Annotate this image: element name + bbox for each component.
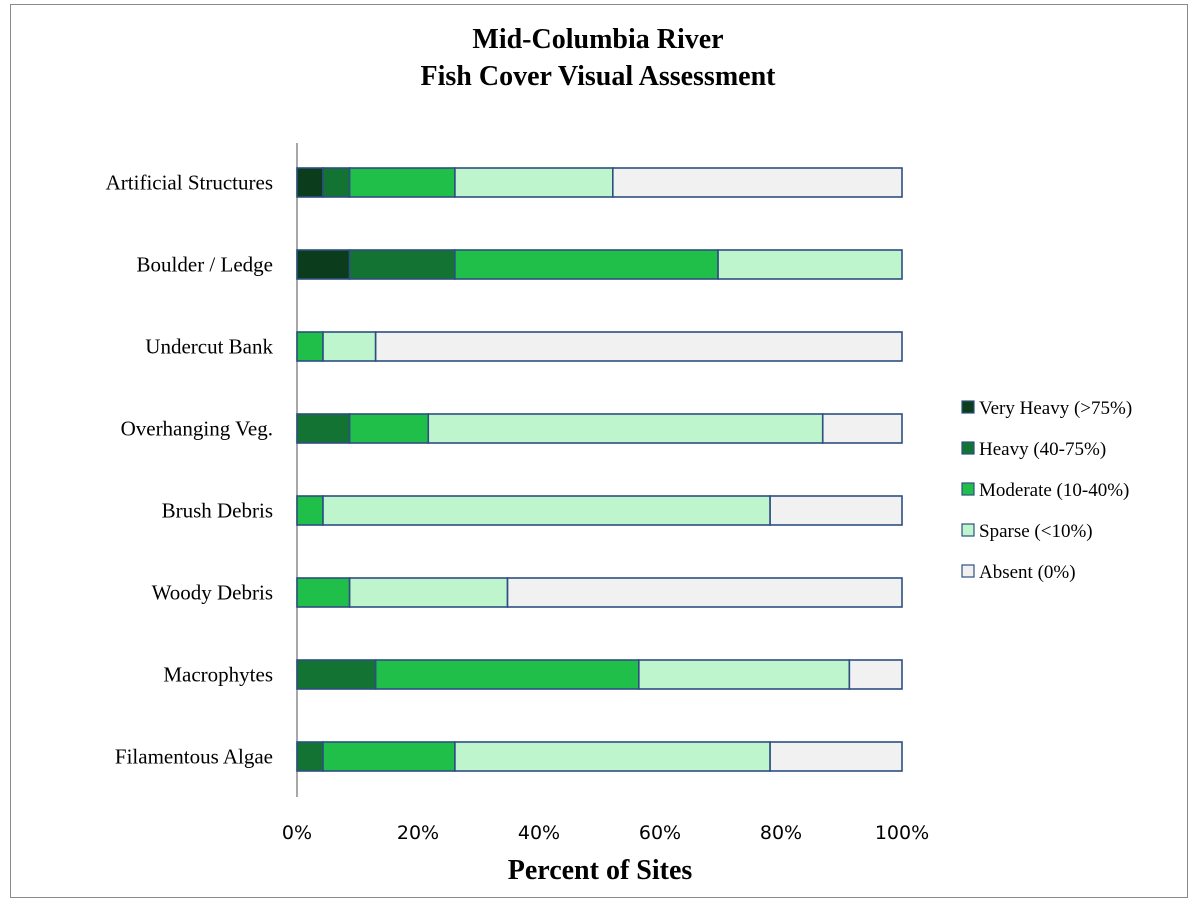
legend-swatch xyxy=(961,441,975,455)
bar-segment xyxy=(322,331,377,362)
bar-segment xyxy=(348,577,509,608)
bar-row xyxy=(296,659,903,690)
legend-item: Heavy (40-75%) xyxy=(961,439,1106,460)
category-label: Artificial Structures xyxy=(106,171,273,195)
legend-swatch xyxy=(961,523,975,537)
bar-segment xyxy=(296,495,324,526)
x-tick-labels: 0% 20% 40% 60% 80% 100% xyxy=(282,822,929,844)
bar-row xyxy=(296,741,903,772)
legend-item: Very Heavy (>75%) xyxy=(961,398,1132,419)
bar-row xyxy=(296,577,903,608)
category-labels: Artificial Structures Boulder / Ledge Unde… xyxy=(106,171,274,769)
category-label: Woody Debris xyxy=(152,581,273,605)
bar-row xyxy=(296,249,903,280)
legend-label: Sparse (<10%) xyxy=(979,521,1093,542)
bar-segment xyxy=(322,741,456,772)
x-tick-label: 0% xyxy=(282,822,312,844)
bar-segment xyxy=(612,167,903,198)
legend-swatch xyxy=(961,564,975,578)
bar-segment xyxy=(717,249,903,280)
legend-label: Heavy (40-75%) xyxy=(979,439,1106,460)
bar-segment xyxy=(454,167,614,198)
legend: Very Heavy (>75%) Heavy (40-75%) Moderate … xyxy=(961,398,1132,583)
bar-segment xyxy=(348,249,456,280)
legend-item: Moderate (10-40%) xyxy=(961,480,1129,501)
x-tick-label: 80% xyxy=(760,822,802,844)
category-label: Macrophytes xyxy=(163,663,273,687)
x-tick-label: 40% xyxy=(518,822,560,844)
x-axis-title: Percent of Sites xyxy=(508,855,693,886)
legend-swatch xyxy=(961,400,975,414)
bar-segment xyxy=(638,659,851,690)
bar-segment xyxy=(348,413,430,444)
bar-segment xyxy=(769,741,903,772)
legend-label: Very Heavy (>75%) xyxy=(979,398,1132,419)
bar-segment xyxy=(821,413,903,444)
x-tick-label: 20% xyxy=(397,822,439,844)
bar-segment xyxy=(296,413,351,444)
bar-segment xyxy=(454,249,719,280)
legend-label: Absent (0%) xyxy=(979,562,1076,583)
category-label: Undercut Bank xyxy=(145,335,273,359)
category-label: Brush Debris xyxy=(162,499,273,523)
bar-segment xyxy=(296,331,324,362)
bar-segment xyxy=(296,167,324,198)
bar-segment xyxy=(374,659,640,690)
bar-segment xyxy=(769,495,903,526)
bar-segment xyxy=(427,413,824,444)
bars-group xyxy=(296,167,903,772)
bar-segment xyxy=(296,659,377,690)
bar-segment xyxy=(506,577,903,608)
bar-row xyxy=(296,331,903,362)
bar-row xyxy=(296,495,903,526)
x-tick-label: 100% xyxy=(875,822,929,844)
category-label: Filamentous Algae xyxy=(115,745,273,769)
bar-segment xyxy=(296,577,351,608)
bar-segment xyxy=(454,741,771,772)
bar-row xyxy=(296,167,903,198)
category-label: Overhanging Veg. xyxy=(121,417,273,441)
bar-segment xyxy=(322,167,351,198)
bar-segment xyxy=(848,659,903,690)
x-tick-label: 60% xyxy=(639,822,681,844)
bar-segment xyxy=(296,249,351,280)
chart-title-line-1: Mid-Columbia River xyxy=(472,24,723,55)
category-label: Boulder / Ledge xyxy=(137,253,273,277)
legend-label: Moderate (10-40%) xyxy=(979,480,1129,501)
bar-segment xyxy=(348,167,456,198)
legend-item: Sparse (<10%) xyxy=(961,521,1093,542)
bar-row xyxy=(296,413,903,444)
chart-title: Mid-Columbia River Fish Cover Visual Ass… xyxy=(421,24,777,92)
chart-title-line-2: Fish Cover Visual Assessment xyxy=(421,61,777,92)
legend-item: Absent (0%) xyxy=(961,562,1076,583)
bar-segment xyxy=(374,331,903,362)
bar-segment xyxy=(296,741,324,772)
legend-swatch xyxy=(961,482,975,496)
bar-segment xyxy=(322,495,771,526)
